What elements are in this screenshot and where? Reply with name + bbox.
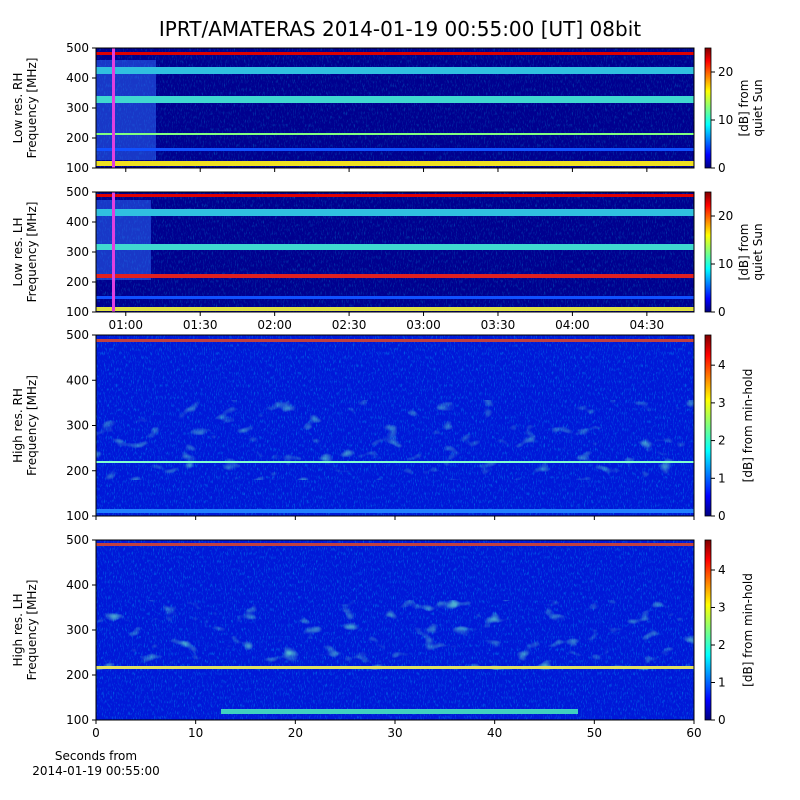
y-tick-label: 500: [66, 328, 89, 342]
x-tick-label: 01:00: [108, 318, 143, 332]
y-axis-label: Frequency [MHz]: [25, 375, 39, 476]
colorbar-tick-label: 20: [718, 209, 733, 223]
colorbar-tick-label: 10: [718, 257, 733, 271]
y-tick-label: 100: [66, 161, 89, 175]
x-axis-label: 2014-01-19 00:55:00: [32, 764, 159, 778]
y-axis-label: Low res. LH: [11, 217, 25, 286]
y-tick-label: 400: [66, 578, 89, 592]
colorbar-label: quiet Sun: [751, 79, 765, 136]
y-tick-label: 100: [66, 713, 89, 727]
colorbar-label: [dB] from min-hold: [741, 369, 755, 483]
y-tick-label: 400: [66, 215, 89, 229]
colorbar: [704, 191, 712, 313]
y-tick-label: 400: [66, 71, 89, 85]
colorbar-tick-label: 0: [718, 161, 726, 175]
colorbar-tick-label: 3: [718, 601, 726, 615]
colorbar-tick-label: 3: [718, 396, 726, 410]
y-axis-label: Low res. RH: [11, 73, 25, 144]
colorbar-label: [dB] from min-hold: [741, 573, 755, 687]
x-tick-label: 20: [288, 726, 303, 740]
y-tick-label: 100: [66, 509, 89, 523]
colorbar-tick-label: 0: [718, 305, 726, 319]
y-axis-label: Frequency [MHz]: [25, 58, 39, 159]
colorbar: [704, 539, 712, 721]
x-tick-label: 50: [587, 726, 602, 740]
colorbar-tick-label: 1: [718, 676, 726, 690]
y-tick-label: 500: [66, 533, 89, 547]
colorbar-tick-label: 20: [718, 65, 733, 79]
colorbar-tick-label: 2: [718, 638, 726, 652]
y-tick-label: 500: [66, 41, 89, 55]
x-axis-label: Seconds from: [55, 749, 137, 763]
x-tick-label: 01:30: [183, 318, 218, 332]
colorbar: [704, 334, 712, 517]
y-tick-label: 400: [66, 373, 89, 387]
colorbar-tick-label: 0: [718, 509, 726, 523]
x-tick-label: 02:00: [257, 318, 292, 332]
colorbar-label: [dB] from: [737, 224, 751, 281]
colorbar: [704, 47, 712, 169]
x-tick-label: 04:30: [630, 318, 665, 332]
y-tick-label: 300: [66, 419, 89, 433]
x-tick-label: 40: [487, 726, 502, 740]
y-tick-label: 300: [66, 101, 89, 115]
y-tick-label: 300: [66, 245, 89, 259]
colorbar-tick-label: 10: [718, 113, 733, 127]
y-axis-label: Frequency [MHz]: [25, 202, 39, 303]
colorbar-tick-label: 1: [718, 471, 726, 485]
colorbar-label: [dB] from: [737, 80, 751, 137]
colorbar-tick-label: 0: [718, 713, 726, 727]
y-tick-label: 200: [66, 275, 89, 289]
y-axis-label: High res. LH: [11, 593, 25, 666]
x-tick-label: 03:30: [481, 318, 516, 332]
y-tick-label: 200: [66, 464, 89, 478]
x-tick-label: 0: [92, 726, 100, 740]
figure-title: IPRT/AMATERAS 2014-01-19 00:55:00 [UT] 0…: [159, 17, 641, 41]
colorbar-tick-label: 4: [718, 563, 726, 577]
y-tick-label: 100: [66, 305, 89, 319]
x-tick-label: 04:00: [555, 318, 590, 332]
y-tick-label: 200: [66, 131, 89, 145]
y-tick-label: 500: [66, 185, 89, 199]
x-tick-label: 03:00: [406, 318, 441, 332]
x-tick-label: 02:30: [332, 318, 367, 332]
y-axis-label: High res. RH: [11, 388, 25, 463]
x-tick-label: 10: [188, 726, 203, 740]
colorbar-tick-label: 2: [718, 434, 726, 448]
x-tick-label: 60: [686, 726, 701, 740]
colorbar-tick-label: 4: [718, 358, 726, 372]
colorbar-label: quiet Sun: [751, 223, 765, 280]
spectrogram-image: [96, 48, 694, 720]
y-tick-label: 300: [66, 623, 89, 637]
y-tick-label: 200: [66, 668, 89, 682]
x-tick-label: 30: [387, 726, 402, 740]
y-axis-label: Frequency [MHz]: [25, 580, 39, 681]
